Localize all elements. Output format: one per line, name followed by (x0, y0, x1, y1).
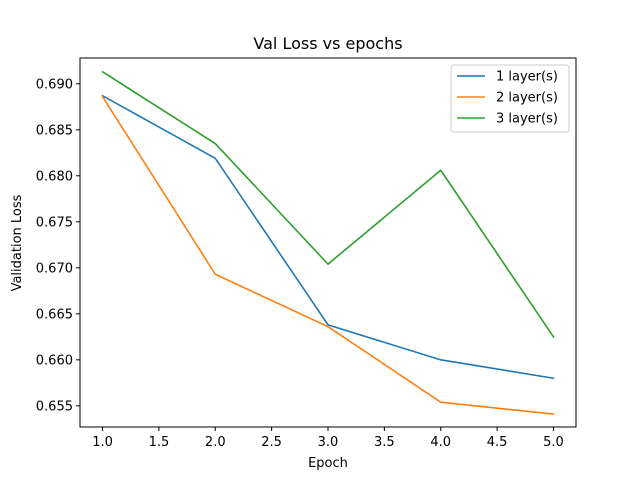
x-tick-label: 2.5 (261, 435, 282, 450)
legend: 1 layer(s) 2 layer(s) 3 layer(s) (450, 64, 570, 133)
y-tick-label: 0.685 (36, 123, 73, 138)
y-tick-label: 0.690 (36, 77, 73, 92)
y-tick-label: 0.665 (36, 307, 73, 322)
series-line-1 (101, 94, 555, 380)
x-tick-label: 5.0 (543, 435, 564, 450)
series-line-2 (101, 95, 555, 416)
legend-label-2: 2 layer(s) (496, 91, 558, 106)
legend-label-3: 3 layer(s) (496, 112, 558, 127)
y-axis: 0.655 0.660 0.665 0.670 0.675 0.680 0.685 0.690 (36, 77, 80, 414)
x-tick-label: 3.0 (318, 435, 339, 450)
x-tick-label: 4.0 (430, 435, 451, 450)
x-tick-label: 1.0 (92, 435, 113, 450)
y-tick-label: 0.670 (36, 261, 73, 276)
series-line-3 (101, 70, 555, 338)
y-axis-title: Validation Loss (10, 194, 25, 291)
y-tick-label: 0.660 (36, 353, 73, 368)
x-tick-label: 4.5 (487, 435, 508, 450)
y-tick-label: 0.675 (36, 215, 73, 230)
x-tick-label: 1.5 (149, 435, 170, 450)
chart-title: Val Loss vs epochs (253, 34, 402, 53)
legend-box (450, 64, 570, 133)
x-tick-label: 3.5 (374, 435, 395, 450)
x-tick-label: 2.0 (205, 435, 226, 450)
y-tick-label: 0.655 (36, 399, 73, 414)
series-layer (101, 70, 555, 416)
x-axis-title: Epoch (308, 456, 348, 471)
y-tick-label: 0.680 (36, 169, 73, 184)
legend-label-1: 1 layer(s) (496, 70, 558, 85)
x-axis: 1.0 1.5 2.0 2.5 3.0 3.5 4.0 4.5 5.0 (92, 427, 564, 450)
